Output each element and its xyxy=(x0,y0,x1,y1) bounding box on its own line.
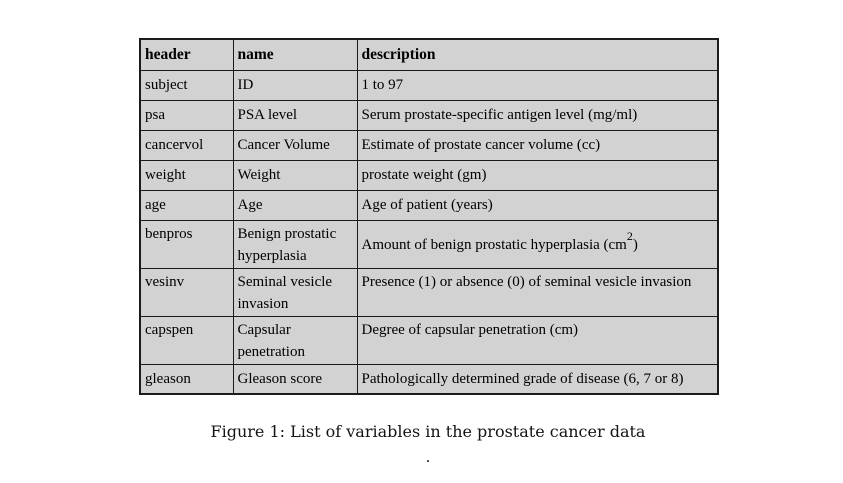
table-row: benpros Benign prostatic hyperplasia Amo… xyxy=(139,219,719,269)
cell-header: psa xyxy=(139,99,234,131)
cell-name: Benign prostatic hyperplasia xyxy=(232,219,358,269)
figure-caption: Figure 1: List of variables in the prost… xyxy=(210,422,646,441)
cell-header: subject xyxy=(139,69,234,101)
cell-description: Age of patient (years) xyxy=(356,189,719,221)
table-row: cancervol Cancer Volume Estimate of pros… xyxy=(139,129,719,161)
cell-description: Presence (1) or absence (0) of seminal v… xyxy=(356,267,719,317)
cell-name: Age xyxy=(232,189,358,221)
table-row: capspen Capsular penetration Degree of c… xyxy=(139,315,719,365)
caption-trailing-period: . xyxy=(425,448,431,466)
table-row: weight Weight prostate weight (gm) xyxy=(139,159,719,191)
cell-header: cancervol xyxy=(139,129,234,161)
cell-description: Estimate of prostate cancer volume (cc) xyxy=(356,129,719,161)
cell-header: benpros xyxy=(139,219,234,269)
cell-header: weight xyxy=(139,159,234,191)
cell-header: capspen xyxy=(139,315,234,365)
description-text: ) xyxy=(632,236,638,253)
cell-description: Pathologically determined grade of disea… xyxy=(356,363,719,395)
cell-description: Amount of benign prostatic hyperplasia (… xyxy=(356,219,719,269)
column-header-name: name xyxy=(232,38,358,71)
description-text: Amount of benign prostatic hyperplasia (… xyxy=(361,236,627,253)
cell-description: 1 to 97 xyxy=(356,69,719,101)
cell-name: Weight xyxy=(232,159,358,191)
column-header-header: header xyxy=(139,38,234,71)
cell-name: Cancer Volume xyxy=(232,129,358,161)
cell-description: prostate weight (gm) xyxy=(356,159,719,191)
cell-name: ID xyxy=(232,69,358,101)
table-row: vesinv Seminal vesicle invasion Presence… xyxy=(139,267,719,317)
table-row: psa PSA level Serum prostate-specific an… xyxy=(139,99,719,131)
table-row: subject ID 1 to 97 xyxy=(139,69,719,101)
cell-description: Serum prostate-specific antigen level (m… xyxy=(356,99,719,131)
cell-name: Capsular penetration xyxy=(232,315,358,365)
table-row: age Age Age of patient (years) xyxy=(139,189,719,221)
table-row: gleason Gleason score Pathologically det… xyxy=(139,363,719,395)
figure-1-container: header name description subject ID 1 to … xyxy=(139,38,719,395)
variables-table: header name description subject ID 1 to … xyxy=(139,38,719,395)
cell-header: vesinv xyxy=(139,267,234,317)
superscript-2: 2 xyxy=(626,228,633,243)
column-header-description: description xyxy=(356,38,719,71)
cell-name: PSA level xyxy=(232,99,358,131)
cell-header: age xyxy=(139,189,234,221)
table-header-row: header name description xyxy=(139,38,719,71)
cell-description: Degree of capsular penetration (cm) xyxy=(356,315,719,365)
cell-name: Seminal vesicle invasion xyxy=(232,267,358,317)
cell-name: Gleason score xyxy=(232,363,358,395)
cell-header: gleason xyxy=(139,363,234,395)
